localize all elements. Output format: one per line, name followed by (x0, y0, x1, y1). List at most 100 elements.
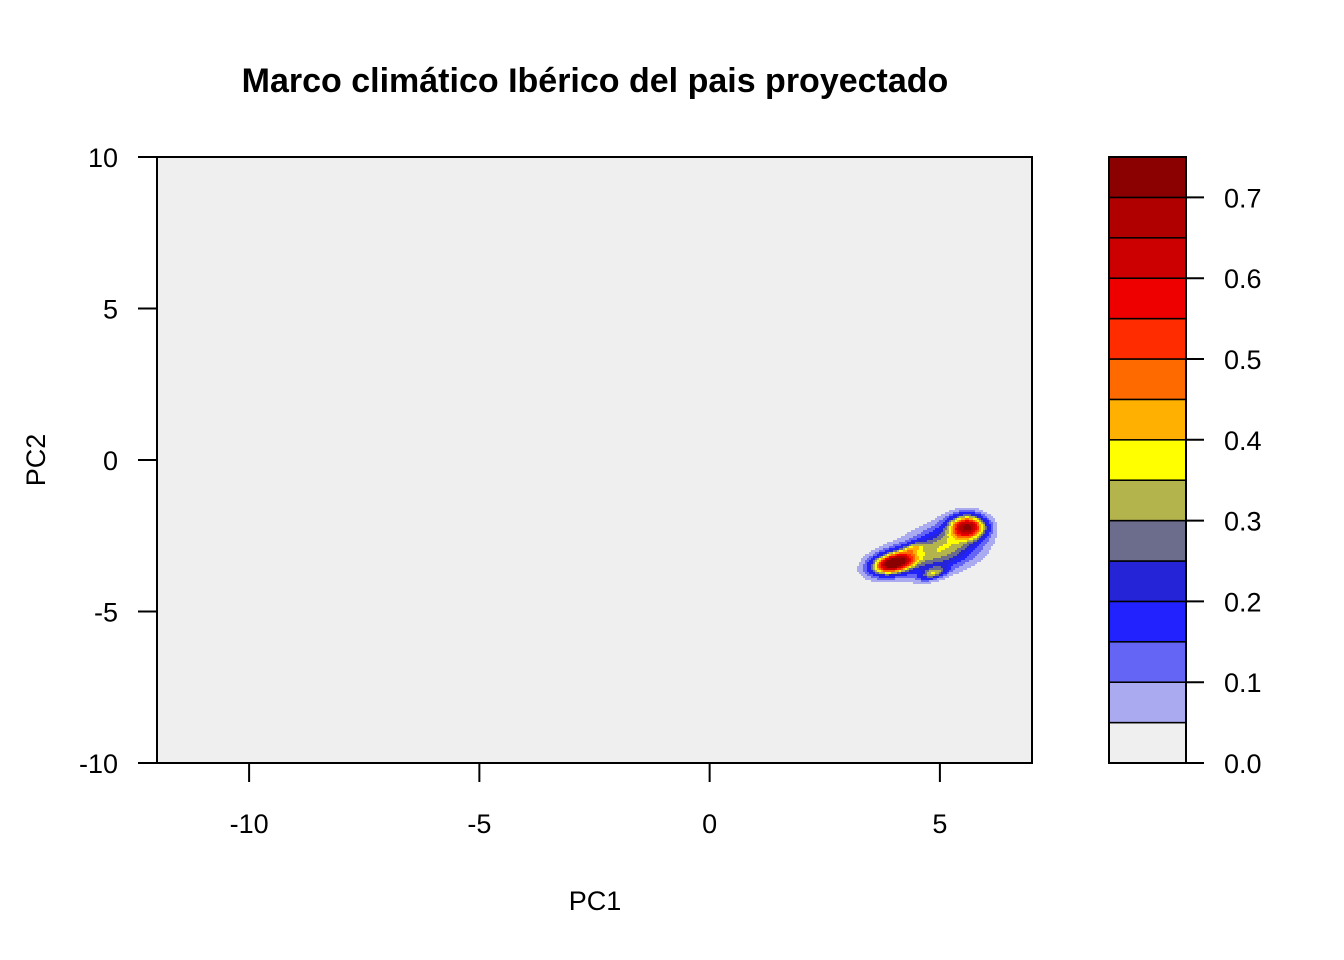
density-cell (969, 556, 971, 558)
density-cell (947, 512, 949, 514)
density-cell (919, 554, 921, 556)
density-cell (979, 528, 981, 530)
density-cell (919, 564, 921, 566)
density-cell (899, 564, 901, 566)
density-cell (893, 568, 895, 570)
density-cell (895, 544, 897, 546)
density-cell (925, 570, 927, 572)
density-cell (933, 550, 935, 552)
density-cell (919, 528, 921, 530)
density-cell (917, 568, 919, 570)
density-cell (919, 560, 921, 562)
density-cell (871, 580, 873, 582)
density-cell (973, 546, 975, 548)
density-cell (957, 552, 959, 554)
density-cell (899, 552, 901, 554)
density-cell (979, 512, 981, 514)
density-cell (915, 558, 917, 560)
density-cell (949, 568, 951, 570)
density-cell (967, 522, 969, 524)
density-cell (947, 552, 949, 554)
density-cell (883, 552, 885, 554)
density-cell (935, 580, 937, 582)
density-cell (927, 550, 929, 552)
density-cell (929, 526, 931, 528)
density-cell (935, 564, 937, 566)
density-cell (935, 520, 937, 522)
density-cell (957, 548, 959, 550)
density-cell (903, 576, 905, 578)
density-cell (989, 528, 991, 530)
density-cell (911, 548, 913, 550)
density-cell (969, 540, 971, 542)
density-cell (863, 576, 865, 578)
density-cell (889, 542, 891, 544)
density-cell (963, 546, 965, 548)
density-cell (957, 540, 959, 542)
density-cell (965, 540, 967, 542)
density-cell (917, 556, 919, 558)
density-cell (877, 580, 879, 582)
density-cell (983, 522, 985, 524)
density-cell (993, 530, 995, 532)
density-cell (991, 530, 993, 532)
density-cell (897, 538, 899, 540)
density-cell (927, 576, 929, 578)
density-cell (875, 564, 877, 566)
density-cell (907, 532, 909, 534)
density-cell (933, 580, 935, 582)
density-cell (941, 548, 943, 550)
density-cell (893, 570, 895, 572)
density-cell (973, 516, 975, 518)
density-cell (905, 554, 907, 556)
density-cell (945, 548, 947, 550)
density-cell (939, 540, 941, 542)
density-cell (897, 546, 899, 548)
density-cell (917, 578, 919, 580)
density-cell (887, 580, 889, 582)
density-cell (981, 510, 983, 512)
density-cell (969, 526, 971, 528)
density-cell (961, 566, 963, 568)
density-cell (883, 568, 885, 570)
density-cell (921, 548, 923, 550)
density-cell (979, 548, 981, 550)
density-cell (871, 558, 873, 560)
density-cell (915, 532, 917, 534)
density-cell (925, 568, 927, 570)
density-cell (929, 578, 931, 580)
density-cell (913, 582, 915, 584)
density-cell (943, 534, 945, 536)
density-cell (885, 562, 887, 564)
density-cell (929, 524, 931, 526)
density-cell (967, 530, 969, 532)
density-cell (917, 562, 919, 564)
density-cell (985, 534, 987, 536)
density-cell (865, 560, 867, 562)
density-cell (983, 524, 985, 526)
density-cell (961, 536, 963, 538)
density-cell (873, 560, 875, 562)
density-cell (981, 514, 983, 516)
density-cell (931, 550, 933, 552)
density-cell (947, 558, 949, 560)
density-cell (915, 562, 917, 564)
density-cell (967, 546, 969, 548)
density-cell (877, 552, 879, 554)
density-cell (931, 554, 933, 556)
density-cell (967, 526, 969, 528)
density-cell (953, 572, 955, 574)
density-cell (937, 544, 939, 546)
density-cell (935, 552, 937, 554)
density-cell (905, 540, 907, 542)
density-cell (983, 514, 985, 516)
density-cell (983, 548, 985, 550)
density-cell (865, 556, 867, 558)
density-cell (877, 564, 879, 566)
density-cell (881, 558, 883, 560)
density-cell (989, 542, 991, 544)
density-cell (987, 552, 989, 554)
density-cell (915, 566, 917, 568)
density-cell (915, 548, 917, 550)
density-cell (977, 526, 979, 528)
